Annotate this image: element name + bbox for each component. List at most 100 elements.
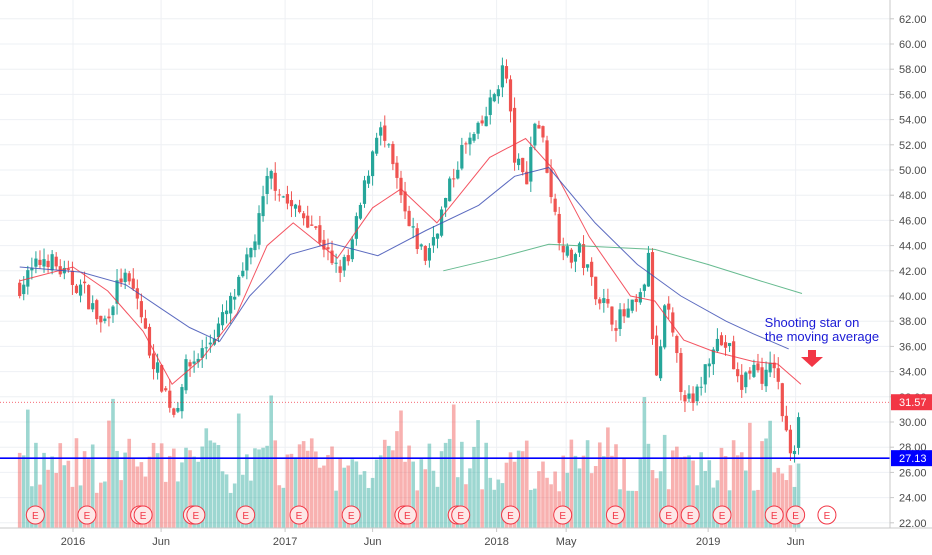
candle-body [476, 122, 480, 134]
volume-bar [520, 451, 525, 528]
candle-body [606, 298, 610, 304]
candle-body [38, 259, 42, 265]
price-axis-tick-label: 62.00 [899, 14, 927, 26]
volume-bar [314, 451, 318, 528]
volume-bar [115, 450, 119, 528]
candle-body [719, 335, 724, 346]
candle-body [659, 346, 663, 379]
volume-bar [184, 447, 188, 528]
volume-bar [407, 445, 411, 528]
candle-body [66, 268, 70, 270]
volume-bar [94, 492, 99, 528]
volume-bar [297, 444, 302, 528]
volume-bar [285, 454, 290, 528]
price-axis-tick-label: 54.00 [899, 115, 927, 127]
volume-bar [220, 471, 225, 528]
volume-bar [646, 443, 651, 528]
time-axis[interactable]: 2016 Jun 2017 Jun 2018 May 2019 Jun [0, 527, 932, 548]
earnings-icon-label: E [771, 511, 778, 522]
candle-body [431, 237, 436, 246]
down-arrow-icon [801, 350, 823, 367]
volume-bar [147, 456, 152, 528]
price-axis-tick-label: 58.00 [899, 64, 927, 76]
candle-body [160, 365, 164, 392]
volume-bar [727, 490, 732, 528]
volume-bar [192, 456, 196, 528]
candle-body [220, 312, 225, 326]
candle-body [715, 338, 720, 352]
volume-bar [277, 485, 282, 528]
volume-bar [581, 455, 586, 528]
candle-body [383, 125, 387, 141]
volume-bar [715, 480, 720, 528]
earnings-icon [605, 505, 625, 525]
candle-body [448, 178, 452, 202]
candle-body [740, 374, 744, 390]
earnings-icon-label: E [296, 511, 303, 522]
volume-bar [768, 420, 772, 528]
candle-body [496, 89, 500, 97]
candle-body [362, 180, 367, 204]
volume-bar [496, 479, 501, 528]
time-axis-tick-label: 2016 [61, 536, 85, 548]
candle-body [297, 205, 302, 213]
volume-bar [427, 443, 432, 528]
earnings-icon [659, 505, 679, 525]
earnings-icon-label: E [404, 511, 411, 522]
volume-bar [561, 455, 566, 528]
candle-body [200, 348, 204, 358]
price-axis-tick-label: 26.00 [899, 467, 927, 479]
candle-body [147, 326, 152, 356]
volume-bar [589, 473, 594, 528]
price-tags: 27.13 31.57 [891, 394, 932, 467]
candle-body [391, 143, 395, 165]
candle-body [768, 362, 772, 373]
candle-body [602, 298, 606, 303]
volume-bar [569, 439, 574, 528]
volume-bar [699, 452, 703, 528]
moving-average-line [443, 243, 803, 294]
price-axis-tick-label: 50.00 [899, 165, 927, 177]
volume-bar [245, 454, 249, 528]
candle-body [419, 244, 423, 247]
volume-bar [90, 444, 95, 528]
volume-bar [411, 461, 415, 528]
volume-bar [123, 452, 127, 528]
volume-bar [54, 472, 58, 528]
earnings-icon [712, 505, 732, 525]
earnings-icon-label: E [792, 511, 799, 522]
volume-bar [500, 483, 505, 528]
volume-bar [326, 454, 330, 528]
volume-bar [172, 448, 176, 528]
candle-body [695, 386, 699, 402]
candle-body [634, 298, 638, 303]
volume-bar [602, 456, 606, 528]
volume-bar [224, 474, 229, 528]
volume-bar [662, 434, 667, 528]
volume-bar [159, 443, 164, 528]
earnings-icon [341, 505, 361, 525]
earnings-icon-label: E [193, 511, 200, 522]
earnings-icon-label: E [348, 511, 355, 522]
time-axis-tick-label: 2017 [273, 536, 297, 548]
candle-body [265, 175, 269, 194]
volume-bar [780, 473, 785, 528]
candle-body [111, 306, 115, 316]
candle-body [302, 213, 306, 219]
volume-bar [334, 490, 338, 528]
volume-bar [593, 466, 598, 528]
volume-bar [86, 459, 91, 528]
candle-body [638, 292, 642, 303]
price-axis-tick-label: 22.00 [899, 518, 927, 530]
earnings-icon [25, 505, 45, 525]
volume-bar [707, 460, 712, 528]
volume-bar [281, 487, 286, 528]
volume-bar [451, 404, 456, 528]
candle-body [91, 303, 95, 310]
candle-body [500, 65, 505, 88]
volume-bar [443, 442, 448, 528]
candle-body [614, 328, 618, 331]
volume-bar [512, 461, 517, 528]
